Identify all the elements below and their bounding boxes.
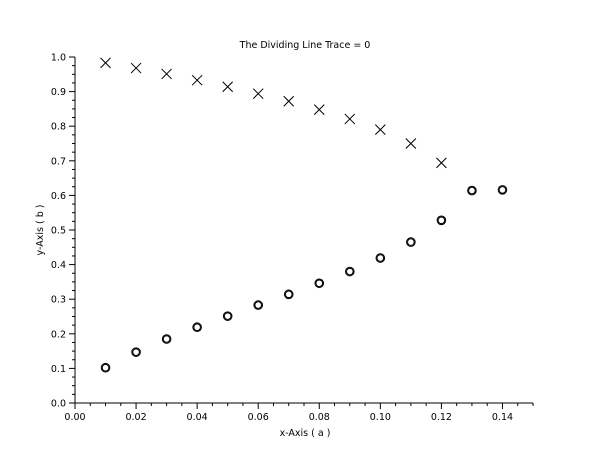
y-tick-label: 0.6 [51,191,66,202]
ticks: 0.00 0.02 0.04 0.06 0.08 0.10 0.12 0.14 0.0 0.1 0.… [51,53,534,423]
cross-marker [252,88,264,100]
circle-marker [100,362,111,373]
x-tick-label: 0.04 [187,412,208,423]
circle-marker [131,347,141,357]
chart-title: The Dividing Line Trace = 0 [239,40,371,51]
y-tick-label: 0.4 [51,260,66,271]
y-axis-label: y-Axis ( b ) [35,205,46,256]
cross-marker [283,95,295,107]
circle-marker [406,237,416,247]
circle-marker [222,311,233,321]
cross-marker [100,57,111,69]
data-points [100,57,508,373]
y-tick-label: 0.3 [51,295,66,306]
x-tick-label: 0.02 [125,412,146,423]
circle-marker [497,185,508,195]
circle-marker [253,300,264,310]
y-tick-label: 0.9 [51,87,66,98]
cross-marker [130,62,142,74]
cross-marker [313,104,325,115]
x-axis-label: x-Axis ( a ) [280,428,331,439]
x-tick-label: 0.12 [431,412,452,423]
x-tick-label: 0.14 [492,412,513,423]
cross-marker [436,157,447,169]
x-tick-label: 0.06 [248,412,269,423]
y-tick-label: 0.7 [51,156,66,167]
circle-marker [345,266,355,277]
circle-marker [161,334,172,344]
y-tick-label: 1.0 [51,53,66,64]
cross-marker [405,138,417,149]
y-tick-label: 0.1 [51,364,66,375]
x-tick-label: 0.08 [309,412,330,423]
y-tick-label: 0.8 [51,122,66,133]
y-tick-label: 0.2 [51,329,66,340]
axes [74,57,533,404]
cross-marker [374,124,386,136]
circle-marker [467,185,477,196]
y-tick-label: 0.5 [51,226,66,237]
cross-marker [344,113,356,125]
circle-marker [192,322,202,333]
x-tick-label: 0.10 [370,412,391,423]
cross-marker [161,68,172,80]
cross-marker [222,81,234,93]
circle-marker [436,215,447,226]
cross-marker [191,74,203,86]
circle-marker [314,278,325,289]
circle-marker [283,289,294,300]
x-tick-label: 0.00 [64,412,85,423]
y-tick-label: 0.0 [51,399,66,410]
circle-marker [375,253,386,263]
